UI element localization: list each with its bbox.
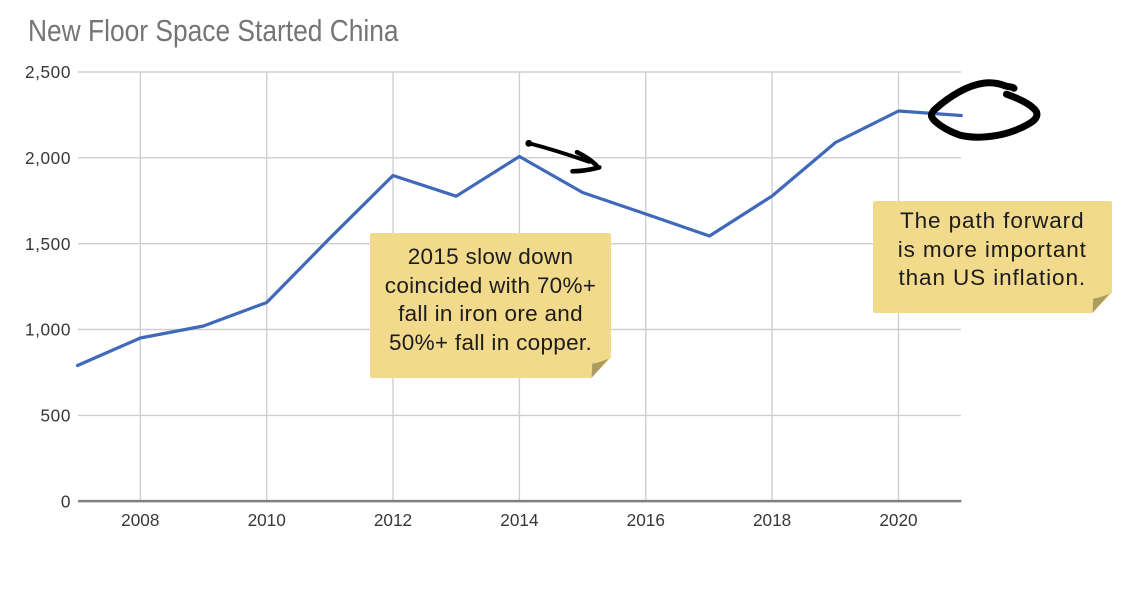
svg-text:0: 0 [61, 491, 71, 511]
svg-text:2010: 2010 [248, 510, 286, 530]
svg-text:2008: 2008 [121, 510, 159, 530]
svg-text:2018: 2018 [753, 510, 791, 530]
svg-text:1,000: 1,000 [25, 320, 71, 340]
svg-text:2,000: 2,000 [25, 148, 71, 168]
svg-text:2014: 2014 [500, 510, 539, 530]
svg-text:500: 500 [41, 406, 71, 426]
svg-text:2020: 2020 [879, 510, 917, 530]
svg-text:1,500: 1,500 [25, 234, 71, 254]
svg-text:2,500: 2,500 [25, 62, 71, 82]
svg-text:2012: 2012 [374, 510, 412, 530]
svg-text:2016: 2016 [627, 510, 665, 530]
